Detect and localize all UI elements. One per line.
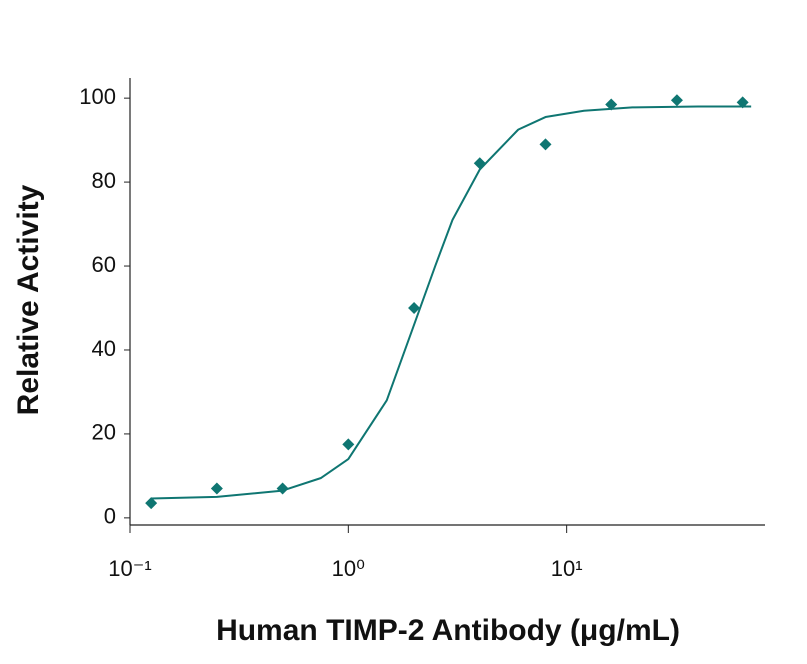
data-point <box>145 497 158 510</box>
data-point <box>473 157 486 170</box>
x-tick-label: 10¹ <box>551 556 583 581</box>
data-point <box>670 94 683 107</box>
data-point <box>408 302 421 315</box>
y-tick-label: 100 <box>79 84 116 109</box>
y-tick-label: 40 <box>92 336 116 361</box>
x-tick-label: 10⁰ <box>332 556 365 581</box>
fit-curve <box>151 105 752 500</box>
data-point <box>605 98 618 111</box>
y-axis-label: Relative Activity <box>12 184 45 415</box>
x-tick-label: 10⁻¹ <box>108 556 151 581</box>
y-tick-label: 60 <box>92 252 116 277</box>
y-tick-label: 80 <box>92 168 116 193</box>
x-axis-label: Human TIMP-2 Antibody (μg/mL) <box>216 614 680 647</box>
y-tick-label: 0 <box>104 504 116 529</box>
data-point <box>342 438 355 451</box>
y-tick-label: 20 <box>92 420 116 445</box>
data-point <box>539 138 552 151</box>
data-point <box>736 96 749 109</box>
data-point <box>210 482 223 495</box>
